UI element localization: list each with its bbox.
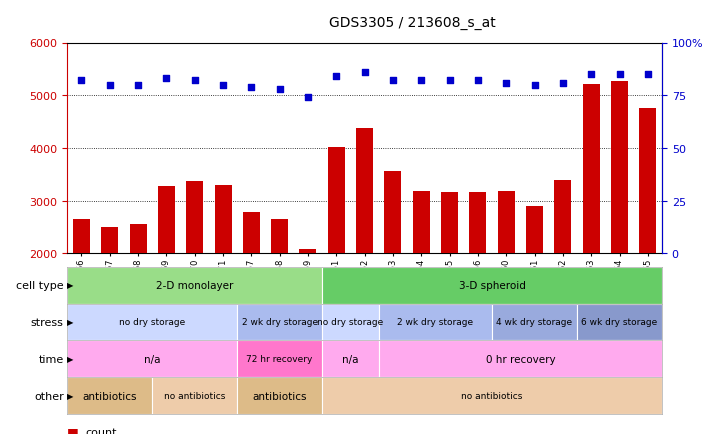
Text: no antibiotics: no antibiotics xyxy=(462,391,523,401)
Text: 72 hr recovery: 72 hr recovery xyxy=(246,355,313,364)
Bar xyxy=(237,378,322,414)
Bar xyxy=(237,304,322,341)
Text: ▶: ▶ xyxy=(67,281,73,290)
Text: n/a: n/a xyxy=(342,354,359,364)
Bar xyxy=(215,185,232,359)
Bar xyxy=(186,181,203,359)
Bar xyxy=(299,249,316,359)
Bar xyxy=(639,109,656,359)
Bar xyxy=(492,304,577,341)
Point xyxy=(614,72,625,79)
Bar xyxy=(379,341,662,378)
Text: 2-D monolayer: 2-D monolayer xyxy=(156,280,234,290)
Text: 6 wk dry storage: 6 wk dry storage xyxy=(581,318,658,327)
Bar xyxy=(152,378,237,414)
Text: 4 wk dry storage: 4 wk dry storage xyxy=(496,318,573,327)
Text: cell type: cell type xyxy=(16,280,64,290)
Bar xyxy=(130,225,147,359)
Point xyxy=(331,74,342,81)
Text: ▶: ▶ xyxy=(67,355,73,364)
Bar xyxy=(328,148,345,359)
Point xyxy=(529,82,540,89)
Bar xyxy=(322,267,662,304)
Text: n/a: n/a xyxy=(144,354,161,364)
Bar xyxy=(413,192,430,359)
Point xyxy=(586,72,597,79)
Text: ▶: ▶ xyxy=(67,318,73,327)
Bar xyxy=(577,304,662,341)
Text: ▶: ▶ xyxy=(67,391,73,401)
Bar xyxy=(67,378,152,414)
Bar xyxy=(384,172,401,359)
Bar xyxy=(441,192,458,359)
Text: ■: ■ xyxy=(67,425,79,434)
Bar xyxy=(237,341,322,378)
Text: time: time xyxy=(38,354,64,364)
Point xyxy=(302,95,314,102)
Point xyxy=(132,82,144,89)
Bar xyxy=(73,220,90,359)
Point xyxy=(189,78,200,85)
Text: no dry storage: no dry storage xyxy=(119,318,185,327)
Bar xyxy=(158,187,175,359)
Text: antibiotics: antibiotics xyxy=(253,391,307,401)
Text: no dry storage: no dry storage xyxy=(317,318,384,327)
Point xyxy=(642,72,653,79)
Point xyxy=(274,86,285,93)
Bar xyxy=(243,213,260,359)
Bar xyxy=(379,304,492,341)
Point xyxy=(557,80,569,87)
Bar xyxy=(498,191,515,359)
Point xyxy=(246,84,257,91)
Bar xyxy=(322,304,379,341)
Text: no antibiotics: no antibiotics xyxy=(164,391,225,401)
Point xyxy=(76,78,87,85)
Bar xyxy=(356,128,373,359)
Point xyxy=(104,82,115,89)
Bar xyxy=(67,267,322,304)
Bar xyxy=(322,341,379,378)
Bar xyxy=(271,220,288,359)
Text: GDS3305 / 213608_s_at: GDS3305 / 213608_s_at xyxy=(329,16,496,30)
Point xyxy=(359,69,370,76)
Bar xyxy=(101,227,118,359)
Text: 2 wk dry storage: 2 wk dry storage xyxy=(397,318,474,327)
Bar xyxy=(583,85,600,359)
Bar xyxy=(67,341,237,378)
Text: antibiotics: antibiotics xyxy=(83,391,137,401)
Text: 0 hr recovery: 0 hr recovery xyxy=(486,354,555,364)
Bar xyxy=(611,82,628,359)
Point xyxy=(416,78,427,85)
Text: 2 wk dry storage: 2 wk dry storage xyxy=(241,318,318,327)
Text: stress: stress xyxy=(31,317,64,327)
Bar xyxy=(554,180,571,359)
Bar xyxy=(67,304,237,341)
Bar xyxy=(322,378,662,414)
Text: 3-D spheroid: 3-D spheroid xyxy=(459,280,525,290)
Bar xyxy=(526,207,543,359)
Bar xyxy=(469,193,486,359)
Point xyxy=(387,78,399,85)
Text: count: count xyxy=(85,427,116,434)
Point xyxy=(161,76,172,82)
Point xyxy=(501,80,512,87)
Text: other: other xyxy=(34,391,64,401)
Point xyxy=(444,78,455,85)
Point xyxy=(472,78,484,85)
Point xyxy=(217,82,229,89)
